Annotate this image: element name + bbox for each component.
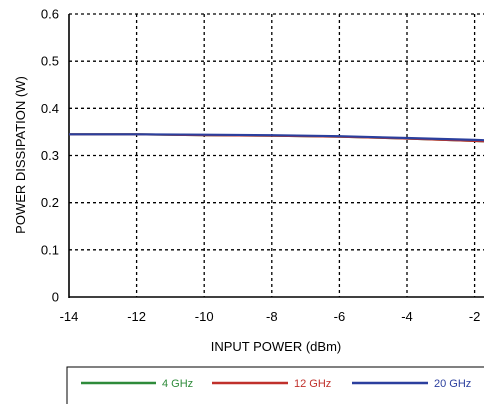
x-tick-label: -8	[266, 309, 278, 324]
legend-items: 4 GHz 12 GHz 20 GHz	[81, 378, 471, 390]
x-tick-label: -14	[60, 309, 79, 324]
series-layer	[69, 133, 484, 143]
x-tick-labels: -14-12-10-8-6-4-202468	[60, 309, 481, 324]
grid	[69, 13, 484, 297]
y-tick-labels: 0 0.1 0.2 0.3 0.4 0.5 0.6	[41, 7, 59, 305]
axes	[68, 14, 484, 298]
legend-label-12-ghz: 12 GHz	[294, 378, 331, 390]
y-axis-title: POWER DISSIPATION (W)	[13, 76, 28, 234]
x-tick-label: -4	[401, 309, 413, 324]
series-line-20-ghz	[69, 133, 484, 142]
legend-label-20-ghz: 20 GHz	[434, 378, 471, 390]
y-tick-label: 0.5	[41, 54, 59, 69]
y-tick-label: 0.6	[41, 7, 59, 22]
x-tick-label: -10	[195, 309, 214, 324]
x-tick-label: -12	[127, 309, 146, 324]
x-tick-label: -6	[334, 309, 346, 324]
x-axis-title: INPUT POWER (dBm)	[211, 339, 342, 354]
legend-box	[66, 366, 484, 404]
y-tick-label: 0.3	[41, 148, 59, 163]
legend-label-4-ghz: 4 GHz	[162, 378, 193, 390]
y-tick-label: 0.2	[41, 195, 59, 210]
x-tick-label: -2	[469, 309, 481, 324]
y-tick-label: 0.1	[41, 242, 59, 257]
legend: 4 GHz 12 GHz 20 GHz	[66, 366, 484, 404]
y-tick-label: 0.4	[41, 101, 59, 116]
y-tick-label: 0	[52, 290, 59, 305]
